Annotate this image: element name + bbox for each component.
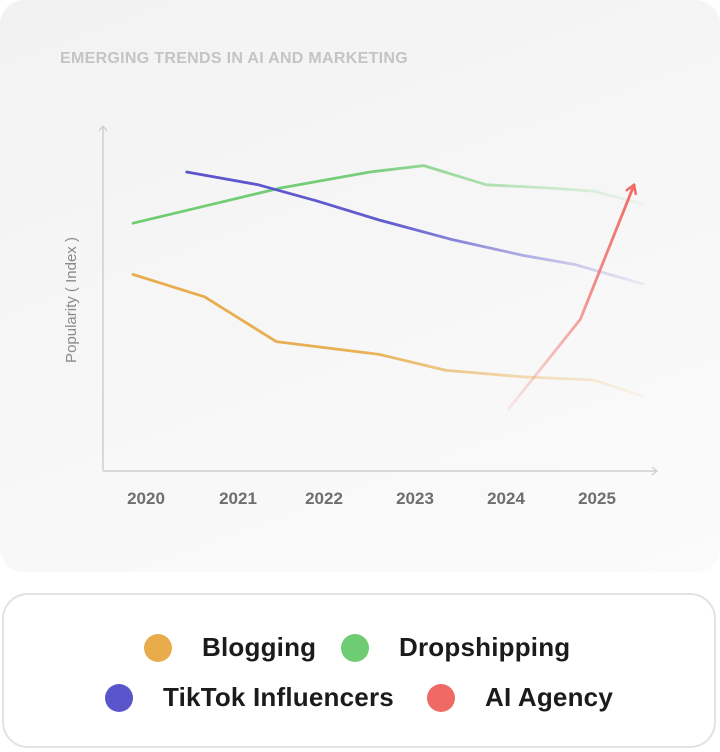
x-tick-label: 2023	[396, 489, 434, 508]
y-axis-label: Popularity ( Index )	[63, 237, 80, 363]
legend-label-tiktok-influencers: TikTok Influencers	[163, 682, 394, 712]
legend-item-tiktok-influencers: TikTok Influencers	[105, 682, 394, 713]
series-line-tiktok-influencers	[185, 170, 645, 286]
legend-swatch-tiktok-influencers	[105, 683, 133, 712]
chart-card: Popularity ( Index ) 2020 2021 2022 2023 202…	[0, 0, 720, 572]
series-line-ai-agency	[507, 183, 634, 411]
legend-swatch-blogging	[144, 633, 172, 662]
x-tick-label: 2020	[127, 489, 165, 508]
x-tick-labels: 2020 2021 2022 2023 2024 2025	[127, 489, 616, 508]
legend-swatch-ai-agency	[427, 683, 455, 712]
legend-item-blogging: Blogging	[144, 632, 316, 663]
legend-item-dropshipping: Dropshipping	[341, 632, 570, 663]
series-line-blogging	[131, 272, 645, 398]
line-chart: Popularity ( Index ) 2020 2021 2022 2023 202…	[63, 124, 659, 508]
x-tick-label: 2022	[305, 489, 343, 508]
x-tick-label: 2025	[578, 489, 616, 508]
chart-title: EMERGING TRENDS IN AI AND MARKETING	[60, 50, 408, 67]
legend-swatch-dropshipping	[341, 633, 369, 662]
legend: Blogging Dropshipping TikTok Influencers…	[2, 593, 716, 748]
legend-label-ai-agency: AI Agency	[485, 682, 613, 712]
x-tick-label: 2024	[487, 489, 525, 508]
legend-label-blogging: Blogging	[202, 632, 317, 662]
x-tick-label: 2021	[219, 489, 257, 508]
series-line-dropshipping	[131, 164, 645, 225]
series-layer	[131, 164, 645, 411]
legend-label-dropshipping: Dropshipping	[399, 632, 571, 662]
legend-item-ai-agency: AI Agency	[427, 682, 613, 713]
